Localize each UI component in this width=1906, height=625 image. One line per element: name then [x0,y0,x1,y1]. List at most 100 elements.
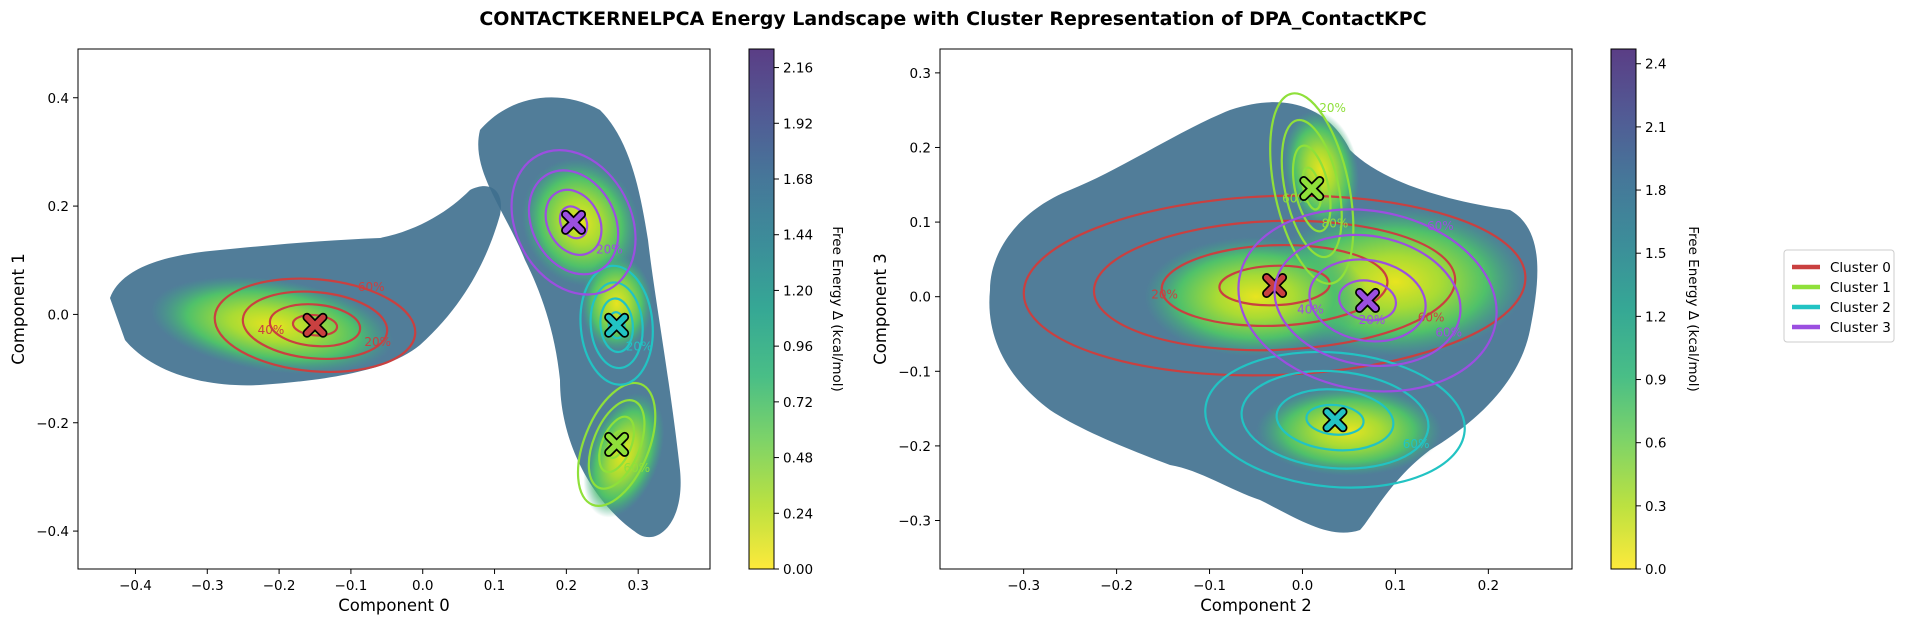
colorbar-frame [748,48,775,570]
x-tick-label: −0.3 [191,578,224,594]
legend-label: Cluster 0 [1830,260,1891,276]
x-axis-label: Component 0 [338,596,450,615]
plot-frame [939,48,1573,570]
cluster-1-center-marker [1299,176,1325,202]
y-tick-label: −0.2 [36,416,69,432]
density-contour [598,415,636,474]
figure-title: CONTACTKERNELPCA Energy Landscape with C… [479,8,1426,30]
colorbar-tick-label: 2.4 [1645,57,1666,73]
cluster-3-density: 60% 40% 60% 20% [1237,208,1498,393]
colorbar-ticks: 0.0 0.3 0.6 0.9 1.2 1.5 1.8 2.1 2.4 [1636,57,1666,578]
y-tick-label: 0.0 [48,307,69,323]
cluster-2-center-marker [604,312,630,338]
density-contour [579,264,654,386]
colorbar-tick-label: 0.0 [1645,562,1666,578]
density-contour [213,277,417,374]
density-contour [1022,194,1527,377]
cluster-2-density: 20% [579,264,654,386]
cluster-contours: 20% 40% 60% 60% 20% 20% [213,149,657,507]
colorbar: 0.00 0.24 0.48 0.72 0.96 1.20 1.44 1.68 1.92 2.16… [748,48,845,578]
y-tick-label: 0.4 [48,91,69,107]
contour-label: 20% [1151,288,1178,302]
cluster-0-density: 60% 20% [1022,194,1527,377]
cluster-1-density: 80%60%20% [1269,92,1355,285]
contour-label: 60% [1427,219,1454,233]
x-tick-label: 0.0 [412,578,433,594]
density-contour [1269,92,1355,285]
contour-label: 20% [1319,101,1346,115]
colorbar-tick-label: 1.8 [1645,183,1666,199]
cluster-0-density: 20% 40% 60% [213,277,417,374]
colorbar-label: Free Energy Δ (kcal/mol) [829,226,845,392]
density-contour [268,303,362,348]
y-tick-label: 0.1 [910,215,931,231]
legend-frame [1783,249,1895,343]
legend: Cluster 0 Cluster 1 Cluster 2 Cluster 3 [1783,249,1895,343]
legend-label: Cluster 1 [1830,280,1891,296]
colorbar-tick-label: 1.2 [1645,309,1666,325]
y-axis-ticks: −0.3 −0.2 −0.1 0.0 0.1 0.2 0.3 [898,66,940,530]
energy-basin [1256,386,1442,476]
density-contour [1275,388,1395,452]
density-contour [1092,219,1457,352]
colorbar-tick-label: 0.00 [783,562,813,578]
x-tick-label: 0.0 [1292,578,1313,594]
cluster-3-density: 20% [510,149,637,296]
energy-landscape-panel-component2-component3: 60%20%80%60%20%60%60%40%60%20% −0.3 −0.2−… [871,48,1701,615]
colorbar-ticks: 0.00 0.24 0.48 0.72 0.96 1.20 1.44 1.68 1.92 2.16 [774,61,813,578]
colorbar-tick-label: 2.16 [783,61,813,77]
density-contour [1280,118,1343,259]
y-axis-ticks: −0.4 −0.2 0.0 0.2 0.4 [36,91,78,540]
x-tick-label: −0.3 [1007,578,1040,594]
density-contour [1305,403,1365,436]
colorbar-tick-label: 0.48 [783,451,813,467]
energy-basin [1144,237,1368,357]
density-contour [599,297,635,354]
x-tick-label: 0.3 [627,578,648,594]
density-contour [589,281,644,370]
density-contour [1338,279,1398,322]
colorbar-tick-label: 1.92 [783,116,813,132]
density-contour [544,188,603,256]
legend-label: Cluster 2 [1830,300,1891,316]
colorbar-tick-label: 0.24 [783,506,813,522]
contour-label: 20% [364,335,391,349]
x-axis-label: Component 2 [1200,596,1312,615]
colorbar-gradient [749,49,774,569]
y-tick-label: 0.3 [910,66,931,82]
contour-label: 60% [358,280,385,294]
colorbar-tick-label: 1.44 [783,228,813,244]
colorbar-tick-label: 0.6 [1645,436,1666,452]
cluster-2-density: 60% [1204,350,1466,489]
x-tick-label: 0.2 [556,578,577,594]
cluster-1-density: 60% [576,381,657,507]
x-tick-label: −0.4 [119,578,152,594]
x-axis-ticks: −0.4 −0.3 −0.2 −0.1 0.0 0.1 0.2 0.3 [119,569,649,594]
colorbar-tick-label: 0.72 [783,395,813,411]
x-tick-label: −0.1 [1193,578,1226,594]
density-contour [241,290,389,360]
x-tick-label: −0.1 [335,578,368,594]
density-contour [1273,233,1462,368]
colorbar-tick-label: 0.9 [1645,373,1666,389]
colorbar-frame [1610,48,1637,570]
density-contour [1308,258,1427,343]
density-contour [576,381,657,507]
density-contour [1204,350,1466,489]
contour-label: 60% [1435,326,1462,340]
x-axis-ticks: −0.3 −0.2 −0.1 0.0 0.1 0.2 [1007,569,1499,594]
energy-basin [150,276,393,374]
density-contour [587,399,646,490]
energy-landscape-panel-component0-component1: 20% 40% 60% 60% 20% 20% −0.4 −0.3 −0.2 −0.1 0.0 0.… [9,48,845,615]
colorbar-tick-label: 2.1 [1645,120,1666,136]
colorbar-tick-label: 1.68 [783,172,813,188]
colorbar-tick-label: 0.3 [1645,499,1666,515]
contour-label: 80% [1322,216,1349,230]
plot-frame [77,48,711,570]
contour-label: 60% [1418,311,1445,325]
x-tick-label: 0.1 [484,578,505,594]
y-axis-label: Component 1 [9,253,28,365]
colorbar-tick-label: 1.5 [1645,246,1666,262]
contour-label: 60% [623,461,650,475]
